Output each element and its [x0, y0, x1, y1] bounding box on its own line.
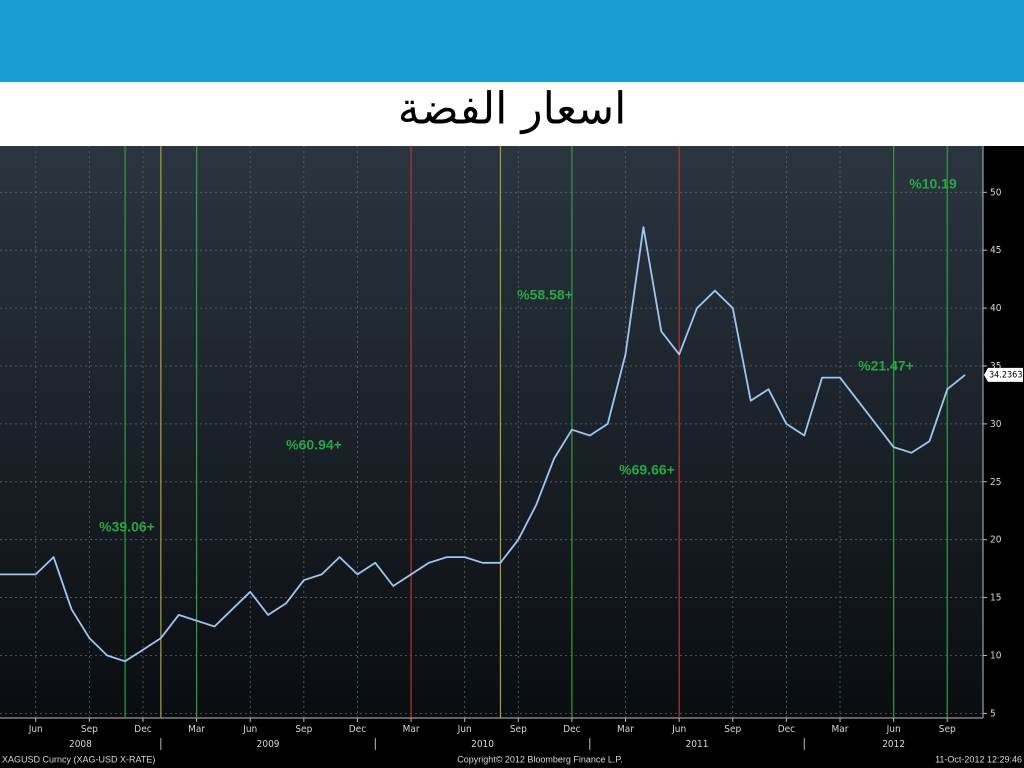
x-tick-label: Sep: [295, 724, 312, 735]
last-price-tag: [984, 367, 1023, 382]
annotation: %39.06+: [99, 519, 155, 535]
year-label: 2008: [69, 739, 92, 750]
x-tick-label: Dec: [134, 724, 151, 735]
x-tick-label: Dec: [349, 724, 366, 735]
y-tick-label: 25: [990, 477, 1001, 488]
x-tick-label: Mar: [832, 724, 849, 735]
annotation: %60.94+: [286, 437, 342, 453]
year-label: 2012: [882, 739, 905, 750]
year-label: 2011: [686, 739, 709, 750]
annotation: %21.47+: [858, 358, 914, 374]
x-tick-label: Sep: [724, 724, 741, 735]
y-tick-label: 5: [990, 708, 996, 719]
y-axis-area: [983, 146, 1024, 718]
x-tick-label: Sep: [510, 724, 527, 735]
x-tick-label: Sep: [81, 724, 98, 735]
footer-center: Copyright© 2012 Bloomberg Finance L.P.: [457, 754, 623, 764]
annotation: %10.19: [909, 176, 957, 192]
title-area: [0, 82, 1024, 146]
footer-right: 11-Oct-2012 12:29:46: [935, 754, 1022, 764]
x-tick-label: Mar: [617, 724, 634, 735]
y-tick-label: 20: [990, 535, 1002, 546]
annotation: %58.58+: [517, 287, 573, 303]
x-tick-label: Jun: [242, 724, 257, 735]
x-tick-label: Jun: [28, 724, 43, 735]
x-tick-label: Jun: [671, 724, 686, 735]
year-label: 2010: [471, 739, 494, 750]
y-tick-label: 35: [990, 361, 1001, 372]
x-tick-label: Jun: [886, 724, 901, 735]
x-tick-label: Mar: [188, 724, 205, 735]
price-line: [0, 226, 966, 663]
x-tick-label: Dec: [778, 724, 795, 735]
x-tick-label: Mar: [403, 724, 420, 735]
x-tick-label: Jun: [457, 724, 472, 735]
last-price-label: 34.2363: [989, 370, 1022, 380]
y-tick-label: 30: [990, 419, 1002, 430]
plot-area: [0, 146, 983, 718]
y-tick-label: 45: [990, 245, 1001, 256]
year-label: 2009: [257, 739, 280, 750]
y-tick-label: 50: [990, 187, 1002, 198]
footer-left: XAGUSD Curncy (XAG-USD X-RATE): [2, 754, 155, 764]
annotation: %69.66+: [619, 462, 675, 478]
y-tick-label: 40: [990, 303, 1002, 314]
header-bar: [0, 0, 1024, 82]
y-tick-label: 10: [990, 650, 1002, 661]
y-tick-label: 15: [990, 593, 1001, 604]
x-tick-label: Dec: [563, 724, 580, 735]
x-tick-label: Sep: [939, 724, 956, 735]
chart-title: اسعار الفضة: [398, 84, 627, 135]
